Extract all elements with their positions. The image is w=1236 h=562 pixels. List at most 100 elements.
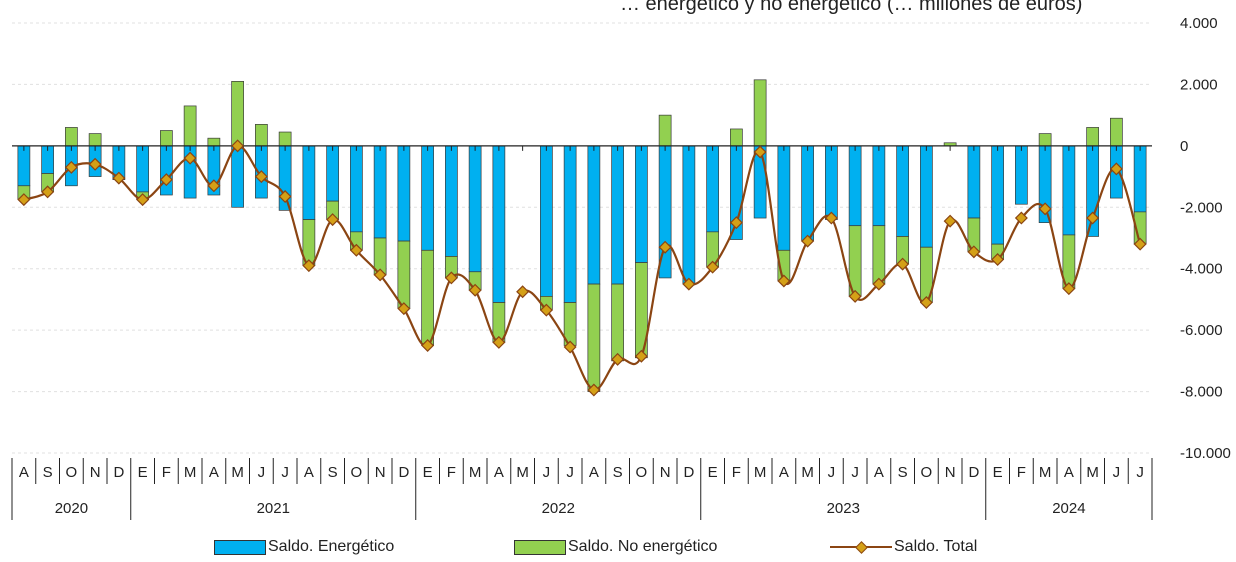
marker-total [896, 257, 910, 271]
bar-energetico [967, 145, 981, 219]
marker-total [421, 338, 435, 353]
legend: Saldo. Energético Saldo. No energético S… [0, 538, 1236, 562]
bar-no-energetico [587, 283, 601, 392]
month-label: J [1113, 464, 1121, 481]
marker-total [326, 213, 340, 227]
bar-energetico [17, 145, 31, 187]
bars [17, 79, 1147, 392]
bar-energetico [563, 145, 577, 303]
marker-total [611, 352, 625, 366]
bar-no-energetico [611, 283, 624, 362]
bar-energetico [920, 145, 933, 248]
marker-total [848, 289, 862, 303]
bar-energetico [160, 145, 173, 196]
marker-total [373, 268, 387, 282]
month-label: D [683, 464, 694, 481]
total-line [23, 144, 1142, 392]
marker-total [17, 193, 31, 207]
marker-total [634, 349, 648, 363]
marker-total [729, 216, 743, 230]
bar-energetico [825, 145, 838, 220]
month-label: M [754, 464, 767, 481]
marker-total [207, 179, 221, 193]
marker-total [349, 243, 363, 257]
marker-total [1133, 237, 1147, 251]
marker-total [872, 277, 886, 291]
month-label: N [375, 464, 386, 481]
month-label: J [1136, 464, 1144, 481]
marker-total [254, 170, 268, 184]
bar-no-energetico [160, 130, 173, 147]
bar-energetico [587, 145, 601, 285]
legend-swatch-energetico [214, 539, 266, 555]
month-label: E [138, 464, 148, 481]
bar-no-energetico [397, 240, 411, 309]
bar-no-energetico [231, 81, 244, 147]
month-label: M [1039, 464, 1052, 481]
month-label: J [828, 464, 836, 481]
y-tick-label: -10.000 [1180, 445, 1231, 462]
marker-total [682, 277, 696, 291]
bar-energetico [801, 145, 814, 242]
y-tick-label: -4.000 [1180, 261, 1223, 278]
month-label: F [732, 464, 741, 481]
bar-energetico [231, 145, 244, 208]
marker-total [1086, 211, 1100, 225]
bar-energetico [896, 145, 909, 237]
month-label: F [447, 464, 456, 481]
month-label: N [660, 464, 671, 481]
month-label: A [779, 464, 789, 481]
marker-total [136, 193, 150, 207]
bar-energetico [136, 145, 149, 193]
bar-energetico [373, 145, 387, 239]
marker-total [468, 283, 482, 297]
bar-energetico [872, 145, 886, 227]
month-label: M [469, 464, 482, 481]
month-label: D [968, 464, 979, 481]
marker-total [563, 340, 577, 354]
y-tick-labels: 4.000 2.000 0 -2.000 -4.000 -6.000 -8.000 -10.0… [1180, 15, 1231, 462]
marker-total [587, 383, 601, 397]
marker-total [801, 234, 815, 248]
year-label: 2022 [542, 500, 575, 517]
marker-total [516, 285, 530, 299]
bar-no-energetico [1086, 127, 1099, 147]
bar-energetico [682, 145, 696, 285]
bar-energetico [397, 145, 411, 242]
y-tick-label: -2.000 [1180, 199, 1223, 216]
bar-energetico [777, 145, 791, 251]
month-label: M [801, 464, 814, 481]
bar-energetico [445, 145, 458, 257]
marker-total [88, 157, 102, 171]
month-label: J [566, 464, 574, 481]
month-label: S [898, 464, 908, 481]
bar-no-energetico [278, 131, 292, 147]
line-total [23, 144, 1142, 392]
y-tick-label: 0 [1180, 138, 1188, 155]
month-label: N [90, 464, 101, 481]
month-label: M [184, 464, 197, 481]
marker-total [658, 240, 672, 254]
marker-total [278, 190, 292, 204]
bar-energetico [326, 145, 339, 202]
marker-total [1014, 211, 1028, 225]
month-label: J [258, 464, 266, 481]
month-label: O [351, 464, 363, 481]
bar-energetico [492, 145, 506, 303]
bar-energetico [611, 145, 624, 285]
bar-no-energetico [1110, 117, 1123, 147]
month-label: F [1017, 464, 1026, 481]
grid-lines [12, 22, 1152, 454]
legend-item-total: Saldo. Total [830, 538, 977, 556]
marker-total [41, 185, 55, 199]
bar-energetico [1062, 145, 1076, 236]
marker-total [943, 214, 957, 228]
marker-total [64, 160, 78, 174]
month-label: S [328, 464, 338, 481]
bar-no-energetico [658, 114, 672, 147]
marker-total [397, 302, 411, 316]
bar-no-energetico [872, 225, 886, 285]
year-label: 2021 [257, 500, 290, 517]
month-label: M [1086, 464, 1099, 481]
